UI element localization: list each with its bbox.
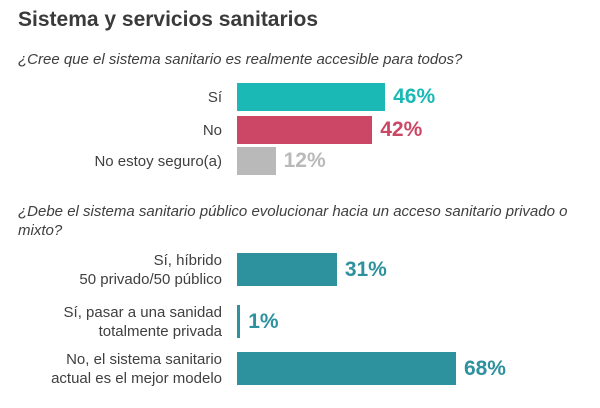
bar-label: Sí, híbrido 50 privado/50 público (79, 251, 222, 289)
bar-label: Sí, pasar a una sanidad totalmente privad… (64, 303, 222, 341)
bar-label-line: No (202, 121, 222, 139)
bar (237, 305, 241, 338)
bar-label: Sí (208, 88, 222, 107)
bar-value-label: 31% (344, 257, 387, 281)
bar-label-line: 50 privado/50 público (79, 270, 222, 288)
bar-label: No estoy seguro(a) (94, 152, 222, 171)
chart-title: Sistema y servicios sanitarios (18, 8, 318, 31)
question-1: ¿Cree que el sistema sanitario es realme… (18, 51, 463, 68)
bar-value-label: 42% (380, 118, 423, 141)
bar (237, 147, 276, 175)
bar-value-label: 68% (463, 356, 506, 380)
bar-label-line: No estoy seguro(a) (94, 152, 222, 170)
bar-label-line: actual es el mejor modelo (51, 369, 222, 387)
bar-label-line: Sí (207, 88, 222, 106)
bar-label: No (203, 121, 222, 140)
bar-label: No, el sistema sanitario actual es el mej… (51, 350, 222, 388)
bar-label-line: Sí, pasar a una sanidad (63, 303, 222, 321)
bar-value-label: 1% (248, 309, 279, 333)
question-2: ¿Debe el sistema sanitario público evolu… (18, 203, 568, 239)
bar-label-line: No, el sistema sanitario (66, 350, 222, 368)
bar-label-line: Sí, híbrido (153, 251, 222, 269)
bar-value-label: 12% (283, 149, 326, 172)
bar (237, 116, 373, 144)
bar (237, 352, 456, 385)
bar-label-line: totalmente privada (98, 322, 222, 340)
bar (237, 83, 386, 111)
bar-value-label: 46% (393, 85, 436, 108)
bar (237, 253, 337, 286)
